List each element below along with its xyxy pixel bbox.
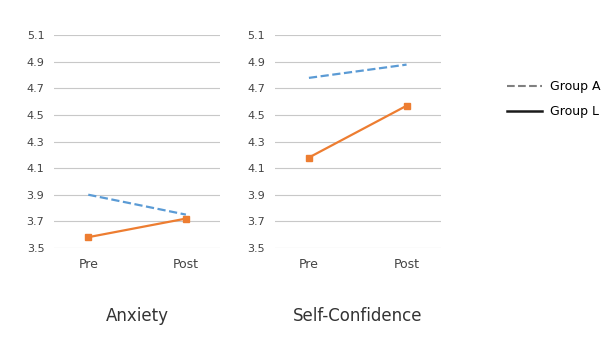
Legend: Group AI, Group L: Group AI, Group L bbox=[507, 80, 601, 118]
Text: Self-Confidence: Self-Confidence bbox=[293, 307, 423, 325]
Text: Anxiety: Anxiety bbox=[106, 307, 169, 325]
